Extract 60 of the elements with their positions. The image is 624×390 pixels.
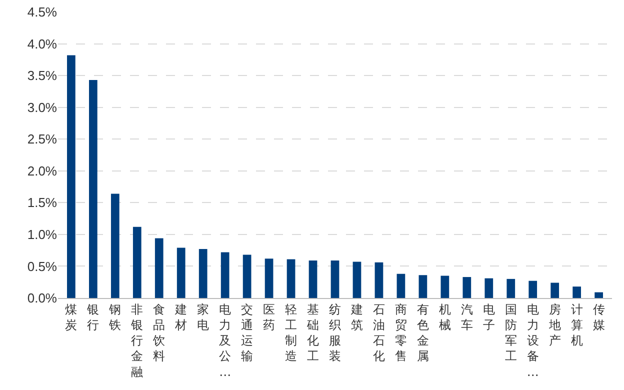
bar: [264, 258, 274, 298]
bar: [176, 248, 186, 298]
bar: [89, 80, 98, 298]
x-tick-label: 电力及公…: [219, 302, 232, 379]
bar: [330, 260, 340, 298]
bar: [506, 278, 516, 298]
x-tick-label: 国防军工: [504, 302, 517, 364]
bar: [396, 274, 406, 298]
x-tick-label: 食品饮料: [152, 302, 166, 364]
x-tick-label: 商贸零售: [394, 302, 407, 364]
x-tick-label: 交通运输: [241, 302, 254, 364]
bar: [286, 259, 296, 298]
y-tick-label: 0.0%: [27, 290, 58, 306]
y-tick-label: 1.0%: [27, 226, 58, 242]
bar: [374, 262, 384, 298]
bar: [528, 280, 538, 298]
bar: [418, 275, 428, 298]
x-tick-label: 钢铁: [108, 302, 122, 332]
bar: [132, 226, 142, 298]
x-tick-label: 建材: [174, 302, 188, 332]
bar: [308, 260, 318, 298]
x-tick-label: 传媒: [592, 302, 605, 332]
bar: [484, 278, 494, 298]
x-tick-label: 石油石化: [372, 302, 385, 364]
bar: [220, 252, 230, 298]
x-tick-label: 家电: [197, 302, 210, 332]
x-tick-label: 有色金属: [416, 302, 429, 364]
y-tick-label: 2.0%: [27, 163, 58, 178]
x-tick-label: 机械: [438, 302, 451, 332]
bar: [352, 262, 362, 298]
x-tick-label: 基础化工: [306, 302, 320, 364]
bar: [67, 55, 76, 298]
y-tick-label: 2.5%: [27, 132, 58, 147]
x-tick-label: 医药: [263, 302, 276, 332]
y-tick-label: 4.0%: [27, 36, 58, 52]
x-tick-label: 电力设备…: [526, 302, 539, 379]
x-tick-label: 银行: [86, 302, 100, 332]
bar: [242, 254, 252, 298]
bar: [154, 238, 164, 298]
bar: [110, 194, 120, 298]
x-tick-label: 轻工制造: [285, 302, 298, 364]
y-tick-label: 3.0%: [27, 100, 58, 115]
bar: [550, 282, 560, 298]
y-tick-label: 3.5%: [27, 68, 58, 84]
bar: [440, 276, 450, 298]
y-tick-label: 0.5%: [27, 258, 58, 274]
x-tick-label: 电子: [482, 302, 495, 332]
x-tick-label: 计算机: [570, 302, 583, 348]
bar: [462, 277, 472, 298]
x-tick-label: 纺织服装: [329, 302, 341, 364]
y-tick-label: 1.5%: [27, 195, 58, 210]
bar: [198, 249, 208, 298]
bar: [594, 292, 603, 298]
x-tick-label: 汽车: [460, 302, 473, 332]
x-tick-label: 煤炭: [65, 302, 78, 332]
x-tick-label: 建筑: [350, 302, 363, 332]
bar: [572, 286, 581, 298]
x-tick-label: 房地产: [548, 302, 561, 348]
y-tick-label: 4.5%: [27, 4, 58, 20]
x-tick-label: 非银行金融: [130, 302, 144, 379]
